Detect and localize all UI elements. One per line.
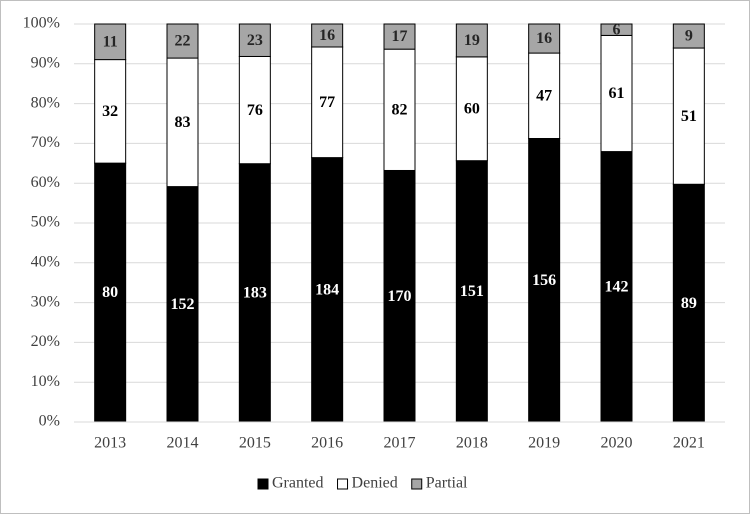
data-label: 23	[247, 32, 263, 49]
bar-segment	[311, 46, 344, 159]
bar-segment	[672, 23, 705, 49]
y-tick-label: 50%	[31, 214, 60, 231]
data-label: 83	[175, 114, 191, 131]
x-tick-label: 2015	[239, 435, 271, 452]
bar-segment	[94, 23, 127, 61]
bar-segment	[238, 23, 271, 57]
data-label: 76	[247, 102, 263, 119]
x-tick-label: 2016	[311, 435, 343, 452]
y-tick-label: 40%	[31, 253, 60, 270]
bar-segment	[383, 23, 416, 50]
data-label: 77	[319, 94, 335, 111]
data-label: 184	[315, 281, 339, 298]
data-label: 32	[102, 103, 118, 120]
data-label: 80	[102, 284, 118, 301]
y-tick-label: 100%	[23, 15, 60, 32]
bar-segment	[94, 59, 127, 164]
data-label: 61	[609, 85, 625, 102]
x-tick-label: 2014	[167, 435, 199, 452]
bar-segment	[455, 23, 488, 58]
data-label: 16	[319, 27, 335, 44]
bar-segment	[528, 23, 561, 54]
bar-segment	[528, 52, 561, 139]
legend-label: Denied	[352, 475, 398, 492]
data-label: 51	[681, 108, 697, 125]
x-tick-label: 2018	[456, 435, 488, 452]
bar-segment	[600, 34, 633, 153]
data-label: 9	[685, 28, 693, 45]
bar-segment	[383, 48, 416, 171]
y-tick-label: 30%	[31, 293, 60, 310]
legend-swatch	[257, 478, 269, 490]
x-tick-label: 2013	[94, 435, 126, 452]
x-tick-label: 2021	[673, 435, 705, 452]
bar-segment	[166, 23, 199, 59]
bar-segment	[600, 23, 633, 36]
data-label: 82	[392, 101, 408, 118]
data-label: 17	[392, 28, 408, 45]
y-tick-label: 70%	[31, 134, 60, 151]
data-label: 89	[681, 295, 697, 312]
legend-swatch	[411, 478, 423, 490]
legend-label: Granted	[272, 475, 324, 492]
y-tick-label: 20%	[31, 333, 60, 350]
bar-segment	[455, 160, 488, 423]
x-tick-label: 2019	[528, 435, 560, 452]
data-label: 11	[103, 33, 118, 50]
data-label: 22	[175, 33, 191, 50]
y-tick-label: 10%	[31, 373, 60, 390]
data-label: 151	[460, 283, 484, 300]
bar-segment	[94, 162, 127, 423]
bar-segment	[455, 56, 488, 162]
data-label: 142	[605, 278, 629, 295]
y-tick-label: 0%	[39, 413, 60, 430]
data-label: 152	[171, 296, 195, 313]
bar-segment	[311, 157, 344, 423]
data-label: 183	[243, 285, 267, 302]
y-tick-label: 80%	[31, 94, 60, 111]
data-label: 16	[536, 30, 552, 47]
data-label: 60	[464, 100, 480, 117]
y-tick-label: 60%	[31, 174, 60, 191]
legend-swatch	[337, 478, 349, 490]
data-label: 156	[532, 272, 556, 289]
bar-segment	[311, 23, 344, 48]
x-tick-label: 2017	[384, 435, 416, 452]
data-label: 170	[388, 288, 412, 305]
x-tick-label: 2020	[601, 435, 633, 452]
data-label: 6	[613, 21, 621, 38]
y-tick-label: 90%	[31, 54, 60, 71]
bar-segment	[528, 137, 561, 423]
legend-label: Partial	[426, 475, 468, 492]
bar-segment	[166, 186, 199, 423]
data-label: 19	[464, 32, 480, 49]
data-label: 47	[536, 87, 552, 104]
